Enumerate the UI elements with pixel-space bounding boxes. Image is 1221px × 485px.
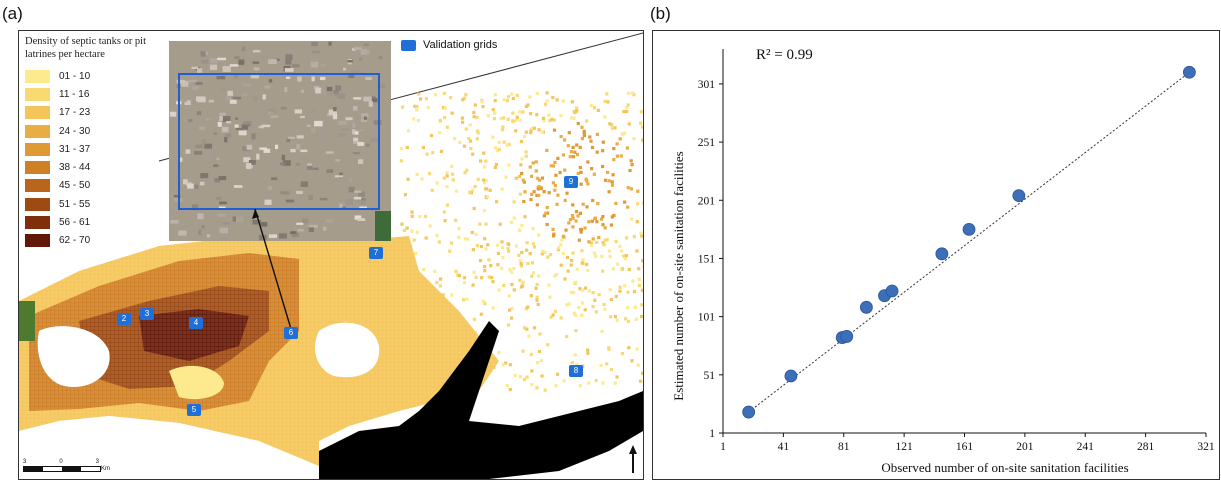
legend-title: Density of septic tanks or pit latrines … [25, 36, 147, 60]
inset-pointer-arrow [254, 208, 292, 330]
y-axis-label: Estimated number of on-site sanitation f… [671, 151, 686, 400]
data-point [935, 247, 949, 261]
legend-label: 56 - 61 [59, 217, 91, 229]
legend-row: 11 - 16 [25, 85, 175, 103]
data-point [784, 369, 798, 383]
validation-grid-2: 2 [117, 313, 131, 325]
legend-swatch [25, 69, 50, 83]
data-point [962, 222, 976, 236]
validation-grid-9: 9 [564, 176, 578, 188]
legend-swatch [25, 106, 50, 120]
x-tick-label: 201 [1016, 441, 1034, 453]
legend-label: 45 - 50 [59, 180, 91, 192]
non-residential-gap [314, 322, 380, 378]
legend-label: 24 - 30 [59, 125, 91, 137]
inset-validation-box [178, 73, 380, 210]
legend-swatch [25, 197, 50, 211]
legend-swatch [25, 216, 50, 230]
legend-row: 45 - 50 [25, 177, 175, 195]
x-tick-label: 121 [896, 441, 914, 453]
trend-line [748, 71, 1190, 413]
legend-swatch [25, 142, 50, 156]
validation-grid-3: 3 [140, 308, 154, 320]
x-tick-label: 281 [1137, 441, 1155, 453]
scatter-panel: 1 41 81 121 161 201 241 281 321 1 51 101 151 201 251 30… [652, 30, 1220, 480]
y-tick-label: 301 [698, 79, 716, 91]
validation-swatch [401, 39, 416, 51]
y-tick-label: 251 [698, 137, 716, 149]
satellite-inset [169, 41, 391, 241]
y-tick-label: 51 [704, 370, 716, 382]
x-axis-label: Observed number of on-site sanitation fa… [881, 460, 1128, 475]
panel-b-label: (b) [650, 4, 671, 23]
r-squared-annotation: R² = 0.99 [756, 47, 813, 63]
sparse-settlement-cells [399, 91, 643, 393]
vegetation-patch [19, 301, 35, 341]
legend-label: 01 - 10 [59, 70, 91, 82]
scale-tick: 0 [59, 459, 63, 465]
data-point [742, 405, 756, 419]
low-density-patch [169, 365, 224, 400]
x-tick-label: 321 [1197, 441, 1215, 453]
legend-row: 17 - 23 [25, 104, 175, 122]
scale-tick: 3 [95, 459, 99, 465]
legend-swatch [25, 179, 50, 193]
sea-area [19, 416, 319, 479]
x-tick-label: 1 [720, 441, 726, 453]
panel-a-label: (a) [2, 4, 23, 23]
x-tick-label: 41 [778, 441, 790, 453]
non-residential-gap [37, 326, 110, 387]
legend-row: 62 - 70 [25, 232, 175, 250]
legend-label: 17 - 23 [59, 107, 91, 119]
legend-row: 24 - 30 [25, 122, 175, 140]
legend-row: 38 - 44 [25, 158, 175, 176]
legend-label: 31 - 37 [59, 143, 91, 155]
scatter-chart: 1 41 81 121 161 201 241 281 32115110115120125130… [671, 47, 1215, 475]
legend-swatch [25, 87, 50, 101]
data-point [885, 284, 899, 298]
legend-label: 11 - 16 [59, 88, 90, 100]
x-tick-label: 241 [1077, 441, 1095, 453]
validation-grid-4: 4 [189, 317, 203, 329]
validation-grid-5: 5 [187, 404, 201, 416]
x-tick-label: 161 [956, 441, 974, 453]
density-map-panel: Density of septic tanks or pit latrines … [18, 30, 644, 480]
data-point [1012, 189, 1026, 203]
data-point [859, 300, 873, 314]
scale-bar: 3 0 3 Km [23, 459, 110, 472]
density-map [19, 32, 643, 479]
data-point [840, 330, 854, 343]
legend-row: 01 - 10 [25, 67, 175, 85]
legend-swatch [25, 161, 50, 175]
legend-swatch [25, 124, 50, 138]
legend-row: 31 - 37 [25, 140, 175, 158]
lake-water-body [319, 321, 643, 479]
legend-row: 56 - 61 [25, 213, 175, 231]
y-tick-label: 1 [709, 428, 715, 440]
scale-unit: Km [101, 466, 110, 472]
validation-grid-7: 7 [369, 247, 383, 259]
data-point [1182, 65, 1196, 79]
legend-label: 51 - 55 [59, 198, 91, 210]
legend-label: 38 - 44 [59, 162, 91, 174]
y-tick-label: 151 [698, 253, 716, 265]
validation-legend-label: Validation grids [423, 39, 498, 51]
y-tick-label: 101 [698, 312, 716, 324]
legend-row: 51 - 55 [25, 195, 175, 213]
x-tick-label: 81 [838, 441, 850, 453]
north-arrow-icon [629, 445, 637, 473]
scale-tick: 3 [23, 459, 27, 465]
map-legend: Density of septic tanks or pit latrines … [25, 35, 175, 250]
legend-swatch [25, 234, 50, 248]
validation-grid-legend: Validation grids [401, 39, 497, 51]
legend-label: 62 - 70 [59, 235, 91, 247]
validation-grid-8: 8 [569, 365, 583, 377]
validation-grid-6: 6 [284, 327, 298, 339]
y-tick-label: 201 [698, 195, 716, 207]
